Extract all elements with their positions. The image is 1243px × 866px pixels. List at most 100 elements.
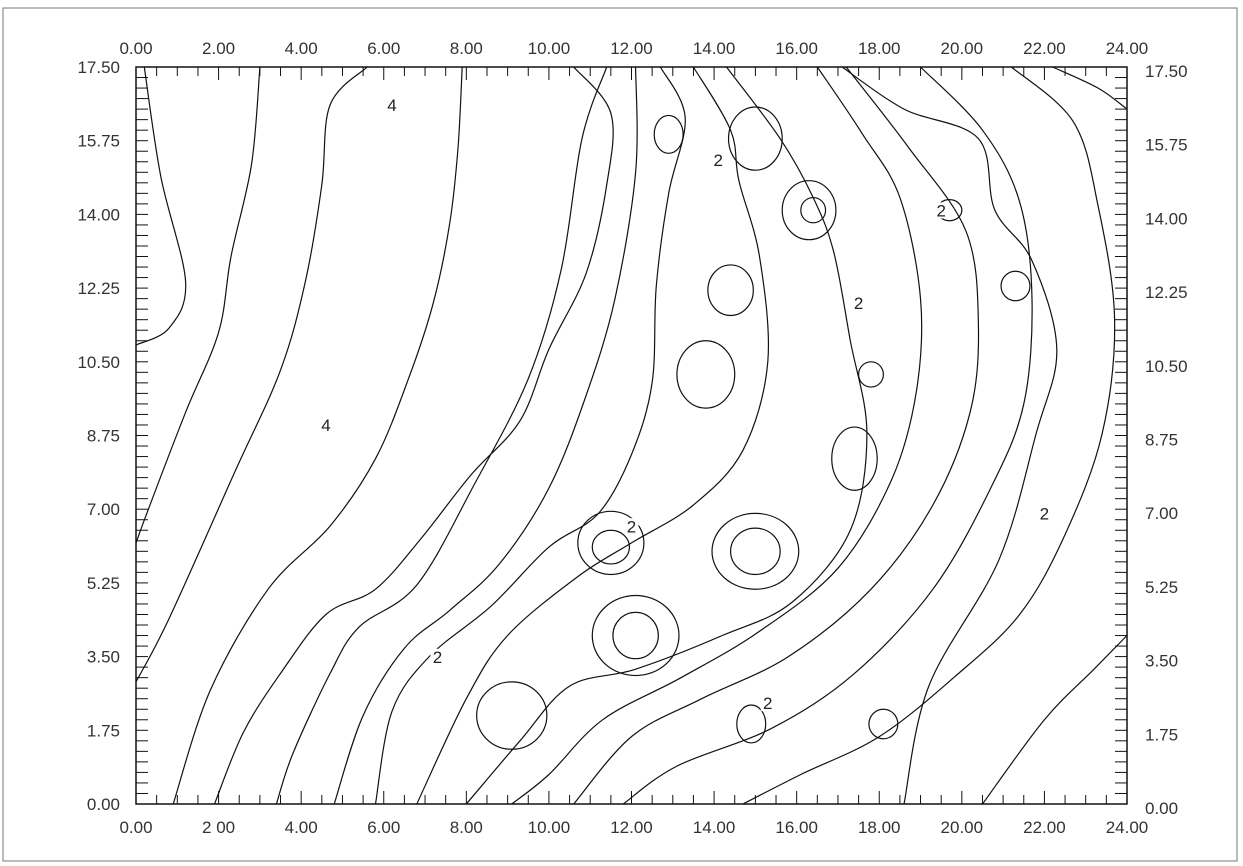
x-tick-label-top: 24.00 xyxy=(1106,39,1149,58)
x-tick-label-top: 12.00 xyxy=(610,39,653,58)
x-tick-label-bottom: 2 00 xyxy=(202,818,235,837)
contour-label-bg xyxy=(711,151,726,168)
y-tick-label-left: 12.25 xyxy=(77,279,120,298)
contour-line-c16 xyxy=(1052,66,1128,110)
y-tick-label-left: 7.00 xyxy=(87,500,120,519)
contour-label-bg xyxy=(934,202,949,219)
x-tick-label-bottom: 24.00 xyxy=(1106,818,1149,837)
x-tick-label-bottom: 20.00 xyxy=(941,818,984,837)
contour-label-bg xyxy=(1037,505,1052,522)
contour-label: 2 xyxy=(763,694,772,713)
contour-line-c13 xyxy=(622,66,1033,805)
plot-area-border xyxy=(135,66,1128,805)
contour-label-bg xyxy=(385,97,400,114)
contour-ring-ring6 xyxy=(707,264,754,317)
x-tick-label-top: 8.00 xyxy=(450,39,483,58)
contour-lines xyxy=(135,66,1128,805)
y-tick-label-left: 0.00 xyxy=(87,795,120,814)
y-tick-label-right: 3.50 xyxy=(1145,652,1178,671)
x-tick-label-top: 2.00 xyxy=(202,39,235,58)
x-tick-label-bottom: 0.00 xyxy=(119,818,152,837)
x-tick-label-bottom: 6.00 xyxy=(367,818,400,837)
contour-ring-ring14 xyxy=(711,512,800,590)
contour-line-c10 xyxy=(465,66,868,805)
contour-line-c17 xyxy=(982,635,1128,805)
contour-ring-ring13 xyxy=(729,527,781,576)
y-tick-label-right: 12.25 xyxy=(1145,283,1188,302)
y-tick-label-left: 5.25 xyxy=(87,574,120,593)
y-tick-label-right: 5.25 xyxy=(1145,578,1178,597)
x-tick-label-top: 14.00 xyxy=(693,39,736,58)
x-tick-label-bottom: 18.00 xyxy=(858,818,901,837)
y-tick-label-right: 14.00 xyxy=(1145,209,1188,228)
contour-label: 2 xyxy=(433,648,442,667)
contour-ring-ring9 xyxy=(858,361,884,388)
contour-line-c5 xyxy=(213,66,614,805)
contour-ring-ring7 xyxy=(1000,270,1031,302)
x-tick-label-bottom: 4.00 xyxy=(285,818,318,837)
x-tick-label-top: 20.00 xyxy=(941,39,984,58)
contour-ring-ring2 xyxy=(727,106,783,171)
y-tick-label-right: 10.50 xyxy=(1145,357,1188,376)
y-tick-label-right: 1.75 xyxy=(1145,725,1178,744)
contour-label-bg xyxy=(430,648,445,665)
y-tick-label-right: 17.50 xyxy=(1145,62,1188,81)
x-tick-label-top: 4.00 xyxy=(285,39,318,58)
contour-label-bg xyxy=(851,295,866,312)
y-tick-label-left: 10.50 xyxy=(77,353,120,372)
x-tick-label-bottom: 16.00 xyxy=(775,818,818,837)
contour-ring-ring19 xyxy=(868,708,899,740)
x-tick-label-top: 0.00 xyxy=(119,39,152,58)
y-tick-label-left: 8.75 xyxy=(87,427,120,446)
contour-label: 2 xyxy=(854,294,863,313)
contour-line-c9 xyxy=(416,66,770,805)
contour-label-bg xyxy=(318,417,333,434)
contour-line-c2 xyxy=(135,66,261,544)
contour-label: 4 xyxy=(321,416,330,435)
y-tick-label-right: 7.00 xyxy=(1145,504,1178,523)
x-tick-label-top: 10.00 xyxy=(528,39,571,58)
contour-label: 2 xyxy=(713,151,722,170)
x-tick-label-top: 18.00 xyxy=(858,39,901,58)
contour-label: 2 xyxy=(1040,505,1049,524)
tick-labels: 0.00 2.00 4.00 6.00 8.00 10.00 12.00 14.00 16.00… xyxy=(77,39,1187,837)
contour-line-c12 xyxy=(573,66,980,805)
contour-label-bg xyxy=(760,695,775,712)
contour-ring-ring12 xyxy=(577,510,645,576)
contour-ring-ring3 xyxy=(800,196,827,224)
contour-ring-ring18 xyxy=(736,704,767,744)
contour-label: 2 xyxy=(627,517,636,536)
contour-label-bg xyxy=(624,518,639,535)
y-tick-label-left: 1.75 xyxy=(87,721,120,740)
contour-label: 2 xyxy=(936,201,945,220)
contour-ring-ring16 xyxy=(591,594,680,677)
contour-line-c11 xyxy=(511,66,923,805)
figure-border xyxy=(2,7,1238,862)
contour-line-c8 xyxy=(374,66,686,805)
x-tick-label-bottom: 10.00 xyxy=(528,818,571,837)
axis-ticks xyxy=(135,66,1128,805)
x-tick-label-bottom: 22.00 xyxy=(1023,818,1066,837)
contour-labels: 4 4 2 2 2 2 2 2 2 xyxy=(318,96,1052,713)
contour-ring-ring17 xyxy=(476,681,548,750)
contour-ring-ring10 xyxy=(831,426,878,491)
y-tick-label-left: 3.50 xyxy=(87,648,120,667)
contour-line-c15 xyxy=(841,66,1058,805)
contour-ring-ring11 xyxy=(591,529,631,565)
contour-ring-ring8 xyxy=(676,340,736,409)
contour-line-c7 xyxy=(333,66,638,805)
contour-line-c6 xyxy=(275,66,608,805)
y-tick-label-left: 17.50 xyxy=(77,58,120,77)
y-tick-label-right: 8.75 xyxy=(1145,431,1178,450)
y-tick-label-right: 15.75 xyxy=(1145,136,1188,155)
x-tick-label-bottom: 14.00 xyxy=(693,818,736,837)
y-tick-label-right: 0.00 xyxy=(1145,799,1178,818)
contour-line-c3 xyxy=(135,66,368,683)
contour-line-c4 xyxy=(172,66,463,805)
x-tick-label-top: 22.00 xyxy=(1023,39,1066,58)
contour-ring-ring4 xyxy=(781,180,837,241)
contour-ring-ring15 xyxy=(612,611,659,660)
x-tick-label-bottom: 12.00 xyxy=(610,818,653,837)
contour-line-c14 xyxy=(742,66,1116,805)
